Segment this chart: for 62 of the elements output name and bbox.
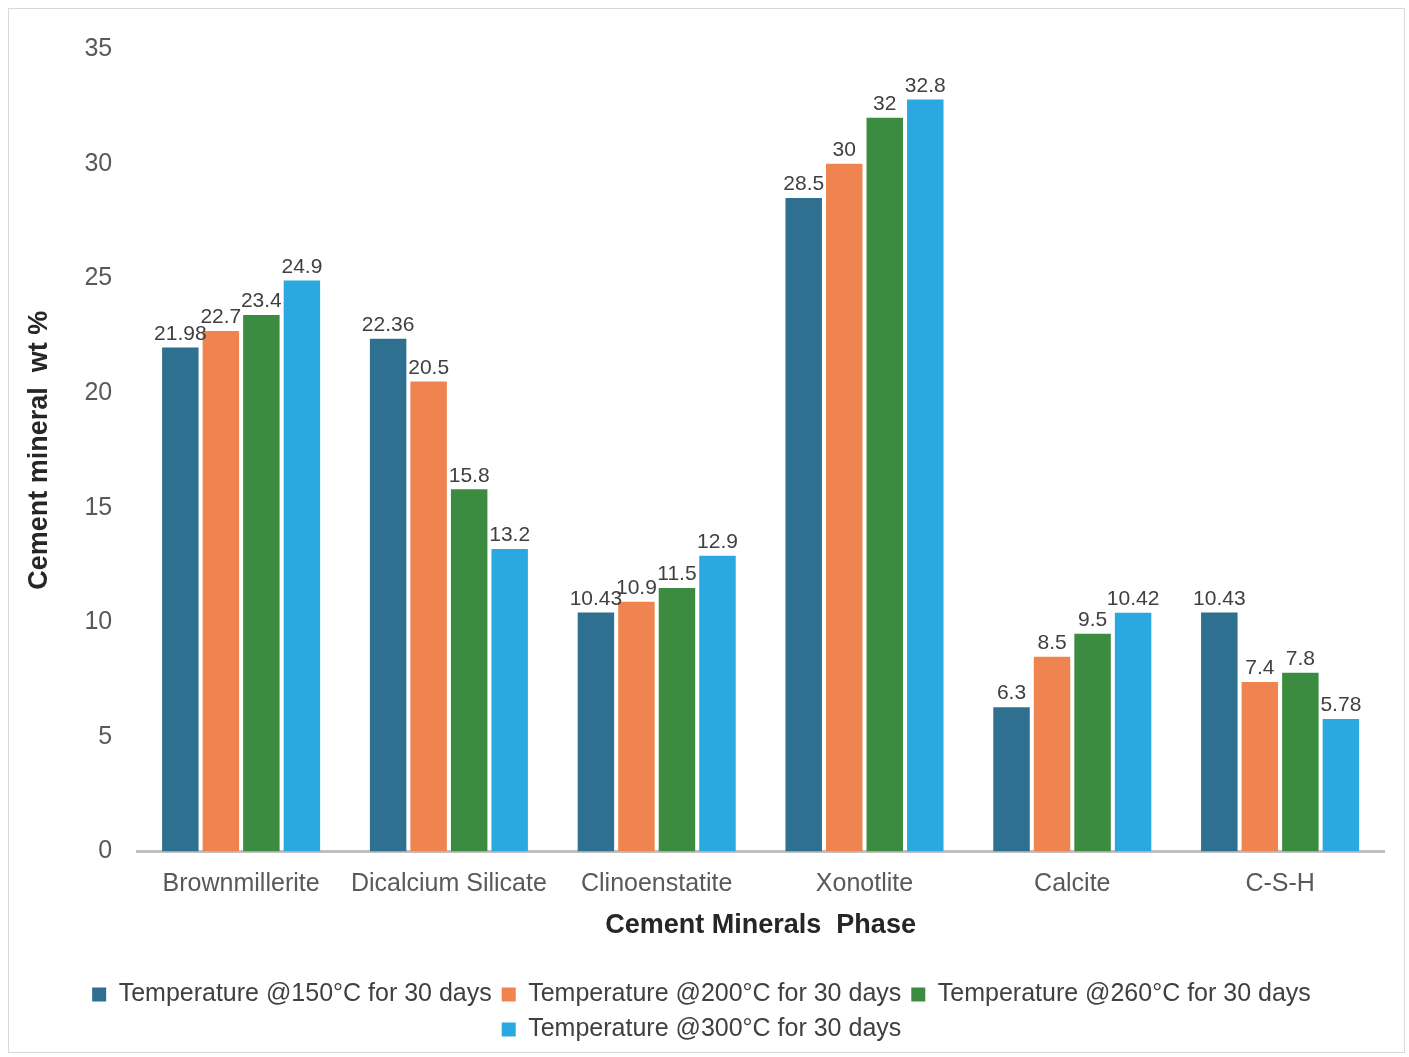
bar [577, 612, 615, 852]
bar [162, 347, 199, 852]
data-label: 32 [873, 91, 897, 115]
data-label: 15.8 [448, 462, 490, 486]
data-label: 30 [832, 136, 856, 160]
bar [785, 198, 822, 852]
x-tick-label: Clinoenstatite [580, 868, 733, 897]
data-label: 10.42 [1106, 585, 1160, 609]
y-tick-label: 25 [84, 262, 113, 291]
bar [369, 338, 407, 852]
bar [1114, 612, 1152, 852]
bar [450, 489, 488, 852]
data-label: 28.5 [783, 171, 825, 195]
bar [866, 117, 903, 852]
data-label: 7.8 [1285, 646, 1315, 670]
bar [907, 99, 944, 852]
x-tick-label: Calcite [1034, 868, 1111, 897]
y-tick-label: 30 [84, 147, 113, 176]
data-label: 8.5 [1037, 629, 1067, 653]
bar [658, 587, 696, 852]
x-axis-title: Cement Minerals Phase [605, 909, 916, 940]
data-label: 24.9 [281, 253, 323, 277]
x-tick-label: Dicalcium Silicate [350, 868, 547, 897]
bar [1201, 612, 1238, 852]
bar [410, 381, 447, 852]
data-label: 9.5 [1077, 607, 1108, 631]
y-tick-label: 35 [84, 32, 113, 61]
y-axis-title: Cement mineral wt % [22, 310, 53, 590]
bar [243, 315, 280, 852]
legend-label: Temperature @150°C for 30 days [118, 978, 492, 1007]
data-label: 5.78 [1320, 692, 1362, 716]
x-tick-label: Xonotlite [815, 868, 914, 897]
bar [1074, 633, 1111, 852]
y-tick-label: 10 [84, 606, 113, 635]
legend-label: Temperature @200°C for 30 days [528, 978, 902, 1007]
data-label: 23.4 [240, 288, 283, 312]
data-label: 12.9 [697, 529, 738, 553]
bar [1282, 672, 1319, 852]
data-label: 6.3 [996, 680, 1027, 704]
data-label: 10.43 [1193, 585, 1246, 609]
x-tick-label: C-S-H [1245, 868, 1315, 897]
bar [283, 280, 321, 852]
data-label: 32.8 [904, 72, 946, 96]
y-tick-label: 5 [98, 720, 113, 749]
data-label: 20.5 [408, 354, 450, 378]
x-tick-label: Brownmillerite [162, 868, 320, 897]
data-label: 13.2 [489, 522, 531, 546]
legend-label: Temperature @260°C for 30 days [937, 978, 1311, 1007]
y-tick-label: 0 [98, 835, 113, 864]
bar [993, 707, 1030, 852]
bar [491, 548, 528, 852]
legend-label: Temperature @300°C for 30 days [528, 1013, 902, 1042]
bar [699, 555, 736, 852]
y-tick-label: 20 [84, 376, 113, 405]
data-label: 7.4 [1245, 655, 1275, 679]
bar [826, 163, 863, 852]
bar [1322, 719, 1360, 852]
data-label: 11.5 [657, 561, 697, 585]
y-tick-label: 15 [84, 491, 113, 520]
bar [1241, 681, 1279, 852]
bar [1033, 656, 1071, 852]
data-label: 22.36 [361, 312, 415, 336]
